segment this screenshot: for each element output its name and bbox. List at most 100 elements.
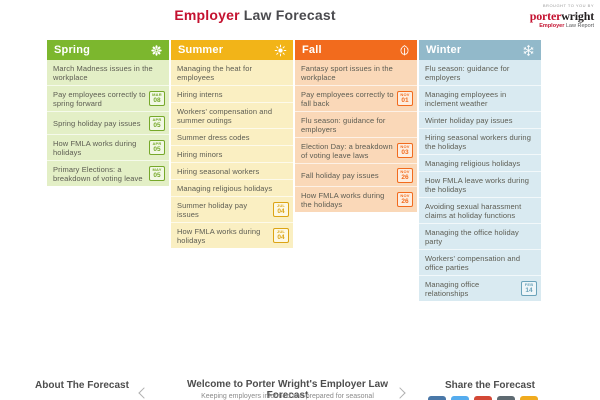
badge-month: APR	[152, 116, 162, 122]
forecast-item[interactable]: Managing office relationships FEB 14	[419, 275, 541, 301]
forecast-item-label: March Madness issues in the workplace	[53, 63, 153, 82]
calendar-date-badge: NOV 26	[397, 192, 413, 207]
seasons-board: Spring March Madness issues in the workpl…	[47, 40, 541, 301]
forecast-item[interactable]: Managing religious holidays	[171, 179, 293, 196]
forecast-item-label: Workers' compensation and office parties	[425, 253, 521, 272]
twitter-icon[interactable]	[451, 396, 469, 400]
forecast-item[interactable]: Summer holiday pay issues JUL 04	[171, 196, 293, 222]
season-title: Fall	[302, 44, 322, 56]
badge-month: NOV	[400, 144, 410, 149]
forecast-item[interactable]: Managing employees in inclement weather	[419, 85, 541, 111]
calendar-date-badge: APR 05	[149, 115, 165, 131]
badge-month: NOV	[400, 168, 410, 174]
forecast-item[interactable]: Primary Elections: a breakdown of voting…	[47, 160, 169, 186]
forecast-item[interactable]: Workers' compensation and office parties	[419, 249, 541, 275]
season-header-fall: Fall	[295, 40, 417, 60]
forecast-item[interactable]: Summer dress codes	[171, 128, 293, 145]
flower-icon	[150, 44, 163, 57]
season-title: Summer	[178, 44, 224, 56]
forecast-item[interactable]: Flu season: guidance for employers	[295, 111, 417, 137]
forecast-item[interactable]: How FMLA works during holidays JUL 04	[171, 222, 293, 248]
email-icon[interactable]	[497, 396, 515, 400]
forecast-item-label: Workers' compensation and summer outings	[177, 106, 273, 125]
season-column-fall: Fall Fantasy sport issues in the workplac…	[295, 40, 417, 212]
logo-subbrand-accent: Employer	[539, 23, 565, 29]
forecast-item-label: Hiring seasonal workers during the holid…	[425, 132, 531, 151]
forecast-item-label: Winter holiday pay issues	[425, 115, 513, 125]
forecast-item-label: Flu season: guidance for employers	[301, 115, 386, 134]
badge-month: JUL	[276, 229, 286, 234]
googleplus-icon[interactable]	[474, 396, 492, 400]
forecast-item[interactable]: How FMLA works during holidays APR 05	[47, 134, 169, 160]
logo-brand-rest: wright	[561, 9, 594, 23]
badge-day: 14	[525, 287, 533, 294]
badge-month: FEB	[524, 282, 534, 287]
forecast-item-label: Summer holiday pay issues	[177, 200, 248, 219]
forecast-item[interactable]: Winter holiday pay issues	[419, 111, 541, 128]
forecast-item-label: Primary Elections: a breakdown of voting…	[53, 164, 143, 183]
forecast-item-label: Managing employees in inclement weather	[425, 89, 507, 108]
forecast-item[interactable]: Spring holiday pay issues APR 05	[47, 111, 169, 134]
forecast-item-label: Managing the office holiday party	[425, 227, 519, 246]
forecast-item-label: Managing the heat for employees	[177, 63, 253, 82]
page-title-rest: Law Forecast	[239, 7, 336, 23]
forecast-item[interactable]: Election Day: a breakdown of voting leav…	[295, 137, 417, 163]
calendar-date-badge: MAR 08	[149, 91, 165, 106]
forecast-item-label: Pay employees correctly to spring forwar…	[53, 89, 146, 108]
calendar-date-badge: NOV 01	[397, 91, 413, 106]
share-forecast-label: Share the Forecast	[444, 380, 536, 391]
forecast-item[interactable]: Managing the office holiday party	[419, 223, 541, 249]
forecast-item-label: Fall holiday pay issues	[301, 170, 379, 180]
page-title-accent: Employer	[174, 7, 240, 23]
forecast-item-label: How FMLA leave works during the holidays	[425, 175, 529, 194]
forecast-item[interactable]: March Madness issues in the workplace	[47, 60, 169, 85]
calendar-date-badge: JUL 04	[273, 228, 289, 243]
forecast-item-label: Fantasy sport issues in the workplace	[301, 63, 393, 82]
badge-day: 05	[153, 172, 161, 179]
calendar-date-badge: FEB 14	[521, 281, 537, 296]
about-forecast-link[interactable]: About The Forecast	[35, 380, 129, 391]
badge-day: 26	[401, 198, 409, 205]
forecast-item[interactable]: Hiring interns	[171, 85, 293, 102]
forecast-item[interactable]: Managing the heat for employees	[171, 60, 293, 85]
badge-day: 05	[153, 121, 161, 129]
forecast-item[interactable]: Hiring seasonal workers during the holid…	[419, 128, 541, 154]
forecast-item[interactable]: Hiring seasonal workers	[171, 162, 293, 179]
season-column-summer: Summer Managing the heat for employees Hir…	[171, 40, 293, 248]
forecast-item-label: Flu season: guidance for employers	[425, 63, 510, 82]
forecast-item[interactable]: Fantasy sport issues in the workplace	[295, 60, 417, 85]
calendar-date-badge: MAY 05	[149, 166, 165, 181]
badge-day: 26	[401, 173, 409, 181]
forecast-item-label: How FMLA works during the holidays	[301, 190, 385, 209]
logo-tagline: BROUGHT TO YOU BY	[542, 3, 594, 8]
forecast-item[interactable]: Pay employees correctly to fall back NOV 0…	[295, 85, 417, 111]
forecast-item[interactable]: Workers' compensation and summer outings	[171, 102, 293, 128]
forecast-item[interactable]: Avoiding sexual harassment claims at hol…	[419, 197, 541, 223]
badge-month: MAR	[152, 92, 162, 97]
badge-month: MAY	[152, 167, 162, 172]
forecast-item-label: Managing religious holidays	[425, 158, 521, 168]
forecast-item[interactable]: Managing religious holidays	[419, 154, 541, 171]
season-column-spring: Spring March Madness issues in the workpl…	[47, 40, 169, 186]
forecast-item[interactable]: Flu season: guidance for employers	[419, 60, 541, 85]
facebook-icon[interactable]	[428, 396, 446, 400]
forecast-item[interactable]: Hiring minors	[171, 145, 293, 162]
forecast-item[interactable]: Fall holiday pay issues NOV 26	[295, 163, 417, 186]
porter-wright-logo: BROUGHT TO YOU BY porterwright Employer …	[506, 4, 594, 30]
badge-day: 08	[153, 97, 161, 104]
rss-icon[interactable]	[520, 396, 538, 400]
forecast-item[interactable]: Pay employees correctly to spring forwar…	[47, 85, 169, 111]
forecast-item[interactable]: How FMLA leave works during the holidays	[419, 171, 541, 197]
forecast-item[interactable]: How FMLA works during the holidays NOV 26	[295, 186, 417, 212]
calendar-date-badge: NOV 03	[397, 143, 413, 158]
share-icons	[428, 396, 538, 400]
logo-brand: porterwright	[506, 10, 594, 22]
calendar-date-badge: APR 05	[149, 140, 165, 155]
forecast-item-label: Managing religious holidays	[177, 183, 273, 193]
logo-subbrand: Employer Law Report	[506, 23, 594, 30]
forecast-item-label: Hiring seasonal workers	[177, 166, 260, 176]
badge-month: NOV	[400, 92, 410, 97]
badge-day: 05	[153, 146, 161, 153]
carousel-heading: Welcome to Porter Wright's Employer Law …	[187, 379, 388, 400]
